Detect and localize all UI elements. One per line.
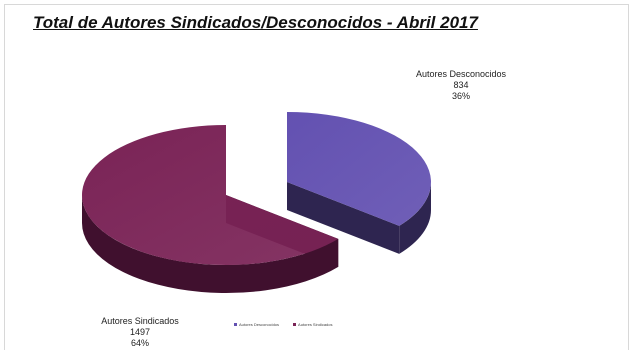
pie-slice-wall-autores-desconocidos [399, 182, 432, 254]
legend-label: Autores Desconocidos [239, 322, 280, 327]
chart-title: Total de Autores Sindicados/Desconocidos… [33, 13, 478, 32]
pie-slice-top-autores-sindicados [81, 124, 339, 265]
pie-slice-top-autores-desconocidos [287, 112, 431, 226]
legend-label: Autores Sindicados [298, 322, 333, 327]
data-label-name: Autores Sindicados [101, 316, 179, 326]
data-label-percent: 36% [451, 91, 470, 101]
data-label-percent: 64% [130, 338, 150, 348]
legend-item-autores-desconocidos: Autores Desconocidos [234, 322, 279, 327]
data-label-value: 1497 [129, 327, 151, 337]
data-label-autores-desconocidos: Autores Desconocidos 834 36% [416, 69, 506, 102]
legend-swatch [234, 323, 237, 326]
legend-item-autores-sindicados: Autores Sindicados [293, 322, 333, 327]
data-label-name: Autores Desconocidos [415, 69, 507, 79]
data-label-value: 834 [453, 80, 469, 90]
pie-slice-autores-sindicados [81, 124, 339, 293]
data-label-autores-sindicados: Autores Sindicados 1497 64% [101, 316, 179, 349]
legend-swatch [293, 323, 297, 326]
chart-legend: Autores Desconocidos Autores Sindicados [234, 322, 333, 327]
pie-slice-autores-desconocidos [287, 112, 432, 254]
pie-slice-cut-face-autores-desconocidos [287, 182, 400, 254]
chart-frame [4, 4, 629, 350]
pie-slice-wall-autores-sindicados [82, 195, 339, 293]
